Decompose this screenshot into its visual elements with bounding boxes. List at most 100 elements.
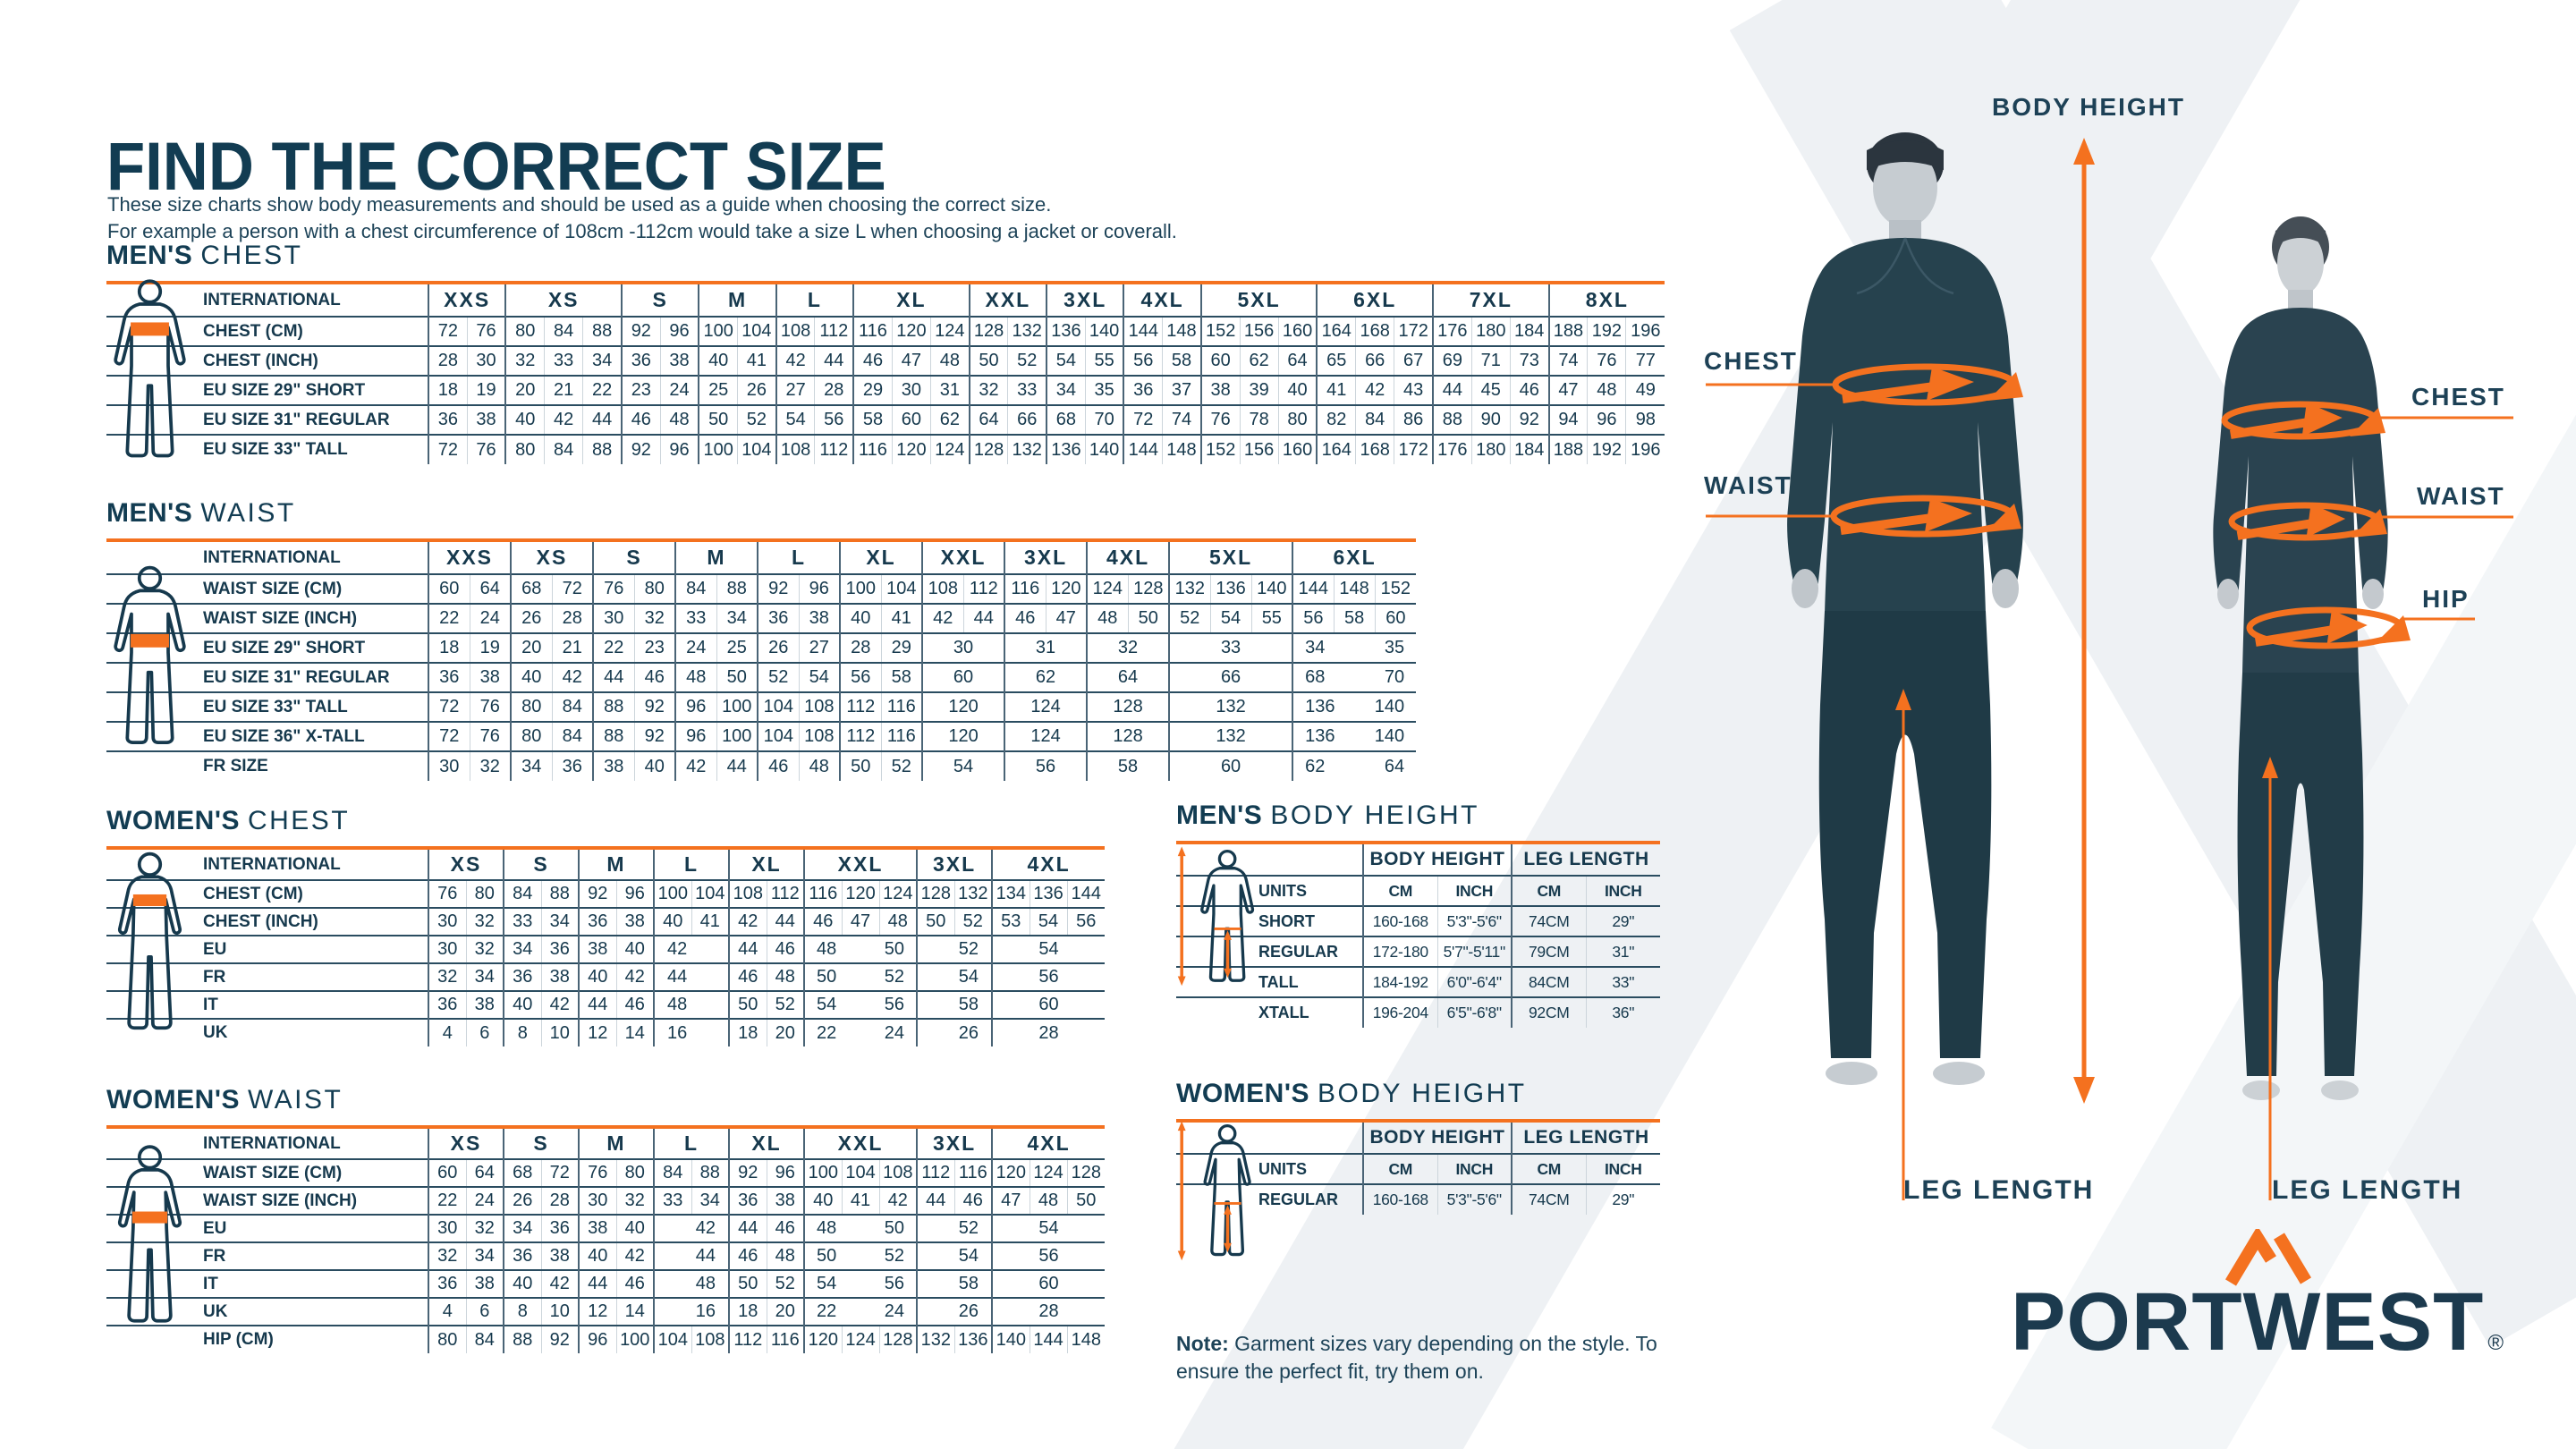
- size-cell: 120: [891, 317, 931, 346]
- size-group-header: XXL: [968, 284, 1047, 317]
- size-cell: 34: [510, 751, 552, 781]
- size-cell: 30: [428, 751, 470, 781]
- size-cell: 54: [916, 963, 993, 991]
- size-cell: 68: [503, 1159, 541, 1187]
- size-cell: 136: [1209, 574, 1252, 604]
- note-text: Note: Garment sizes vary depending on th…: [1176, 1332, 1657, 1383]
- size-cell: 42: [551, 663, 593, 692]
- size-cell: 8: [503, 1298, 541, 1326]
- size-cell: 120: [891, 435, 931, 464]
- size-group-header: L: [757, 542, 841, 574]
- size-group-header: XS: [510, 542, 593, 574]
- womens-waist-section: WOMEN'S WAIST INTERNATIONAL XS S M L XL XXL 3XL 4X…: [106, 1084, 1106, 1353]
- mens-waist-table: INTERNATIONAL XXS XS S M L XL XXL 3XL 4XL 5XL 6XL WA…: [106, 542, 1417, 781]
- size-cell: 112: [839, 692, 882, 722]
- size-cell: 116: [1004, 574, 1046, 604]
- size-cell: 40: [504, 405, 545, 435]
- size-cell: 104: [691, 880, 730, 908]
- size-cell: 54: [775, 405, 815, 435]
- size-cell: 40: [653, 908, 692, 936]
- size-cell: 180: [1470, 435, 1511, 464]
- size-cell: 120: [803, 1326, 843, 1353]
- size-cell: 66: [1355, 346, 1394, 376]
- row-label: UNITS: [1258, 881, 1307, 900]
- row-label: UNITS: [1258, 1159, 1307, 1178]
- size-cell: 56: [1004, 751, 1088, 781]
- row-label: CHEST (INCH): [203, 351, 318, 370]
- size-cell: 49: [1625, 376, 1665, 405]
- table-row: SHORT 160-168 5'3"-5'6" 74CM 29": [1176, 906, 1660, 936]
- size-cell: 12: [578, 1298, 616, 1326]
- size-cell: 33: [503, 908, 541, 936]
- size-cell: 20: [766, 1019, 805, 1046]
- size-cell: 96: [659, 317, 699, 346]
- size-cell: INCH: [1585, 1154, 1660, 1184]
- size-cell: 65: [1316, 346, 1356, 376]
- size-cell: 120: [1045, 574, 1088, 604]
- size-cell: 82: [1316, 405, 1356, 435]
- size-cell: 140: [1084, 317, 1124, 346]
- size-cell: 80: [510, 722, 552, 751]
- size-cell: 30: [428, 908, 466, 936]
- size-cell: 128: [968, 317, 1008, 346]
- size-cell: 58: [852, 405, 893, 435]
- size-cell: 48 50: [803, 936, 918, 963]
- size-cell: 104: [737, 435, 776, 464]
- size-cell: 132: [1168, 692, 1293, 722]
- size-cell: 26: [916, 1019, 993, 1046]
- size-cell: 104: [757, 692, 800, 722]
- size-cell: 62: [1239, 346, 1279, 376]
- size-group-header: 4XL: [1086, 542, 1170, 574]
- size-cell: 60: [428, 1159, 466, 1187]
- portwest-logo-icon: [2218, 1225, 2334, 1291]
- size-cell: 54 56: [803, 991, 918, 1019]
- row-label: IT: [203, 1274, 218, 1293]
- size-cell: 27: [798, 633, 841, 663]
- size-group-header: LEG LENGTH: [1511, 844, 1660, 876]
- size-group-header: 4XL: [1123, 284, 1201, 317]
- size-cell: 88: [582, 435, 622, 464]
- measurement-overlay: [1706, 138, 2513, 1200]
- size-cell: 23: [620, 376, 661, 405]
- size-cell: 108: [921, 574, 964, 604]
- size-cell: 40: [578, 1242, 616, 1270]
- table-row: CHEST (CM) 76 80 84 88 92 96 100 104 108 112 116 120…: [106, 880, 1106, 908]
- size-cell: 56: [991, 1242, 1106, 1270]
- size-cell: 124: [1004, 722, 1088, 751]
- size-cell: 32: [615, 1187, 655, 1215]
- size-group-header: XL: [839, 542, 923, 574]
- size-group-header: S: [620, 284, 699, 317]
- row-label: CHEST (CM): [203, 321, 303, 341]
- size-cell: 19: [466, 376, 506, 405]
- size-cell: 100: [653, 880, 692, 908]
- size-group-header: 3XL: [916, 850, 993, 880]
- table-row: EU SIZE 31" REGULAR 36 38 40 42 44 46 48 50 52 54 5…: [106, 405, 1665, 435]
- size-cell: 42: [921, 604, 964, 633]
- size-cell: 36: [728, 1187, 767, 1215]
- size-cell: 80: [633, 574, 675, 604]
- size-cell: 42: [728, 908, 767, 936]
- size-cell: 44: [592, 663, 634, 692]
- size-group-header: XL: [728, 1129, 805, 1159]
- size-cell: 128: [878, 1326, 918, 1353]
- size-cell: 96: [615, 880, 655, 908]
- row-label: REGULAR: [1258, 942, 1338, 961]
- size-cell: 108: [798, 722, 841, 751]
- size-cell: 134: [991, 880, 1030, 908]
- size-cell: 84: [544, 435, 583, 464]
- size-cell: 77: [1625, 346, 1665, 376]
- size-group-header: XS: [428, 850, 504, 880]
- size-cell: 22: [428, 604, 470, 633]
- size-cell: 112: [814, 317, 854, 346]
- size-cell: 132: [1007, 317, 1047, 346]
- size-cell: 88: [716, 574, 758, 604]
- size-cell: 38: [469, 663, 511, 692]
- size-group-header: 3XL: [1004, 542, 1088, 574]
- size-cell: 10: [540, 1298, 579, 1326]
- size-cell: 96: [1587, 405, 1626, 435]
- size-cell: 144: [1292, 574, 1335, 604]
- size-group-header: XXL: [803, 850, 918, 880]
- size-cell: 44: [578, 991, 616, 1019]
- row-label: FR: [203, 1246, 226, 1266]
